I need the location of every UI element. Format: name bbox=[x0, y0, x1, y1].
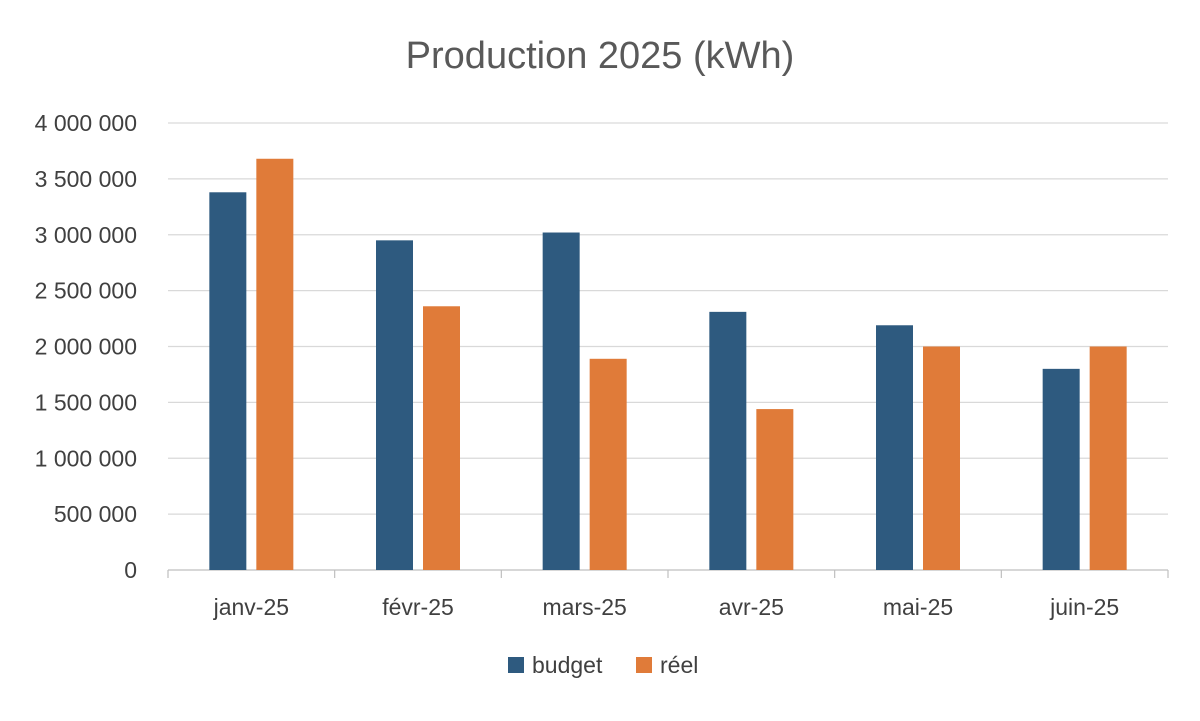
x-tick-label: avr-25 bbox=[719, 594, 784, 620]
bar-budget bbox=[1042, 368, 1080, 570]
legend-label: réel bbox=[660, 652, 698, 678]
y-tick-label: 3 000 000 bbox=[35, 222, 137, 248]
x-tick-label: févr-25 bbox=[382, 594, 454, 620]
y-tick-label: 2 000 000 bbox=[35, 334, 137, 360]
x-tick-label: mai-25 bbox=[883, 594, 953, 620]
y-tick-label: 500 000 bbox=[54, 501, 137, 527]
y-tick-label: 0 bbox=[124, 557, 137, 583]
bar-budget bbox=[209, 192, 247, 570]
x-tick-label: janv-25 bbox=[213, 594, 289, 620]
x-tick-label: mars-25 bbox=[542, 594, 626, 620]
y-tick-label: 2 500 000 bbox=[35, 278, 137, 304]
legend: budget réel bbox=[508, 652, 698, 678]
y-tick-label: 3 500 000 bbox=[35, 166, 137, 192]
legend-label: budget bbox=[532, 652, 603, 678]
y-tick-label: 4 000 000 bbox=[35, 110, 137, 136]
bar-réel bbox=[756, 409, 794, 570]
bar-budget bbox=[376, 240, 413, 570]
x-tick-label: juin-25 bbox=[1049, 594, 1119, 620]
legend-swatch-réel bbox=[636, 657, 652, 673]
chart-title: Production 2025 (kWh) bbox=[406, 35, 795, 77]
gridlines bbox=[168, 122, 1168, 515]
legend-swatch-budget bbox=[508, 657, 524, 673]
bar-budget bbox=[876, 325, 913, 570]
x-axis-tick-labels: janv-25 févr-25 mars-25 avr-25 mai-25 juin-25 bbox=[213, 594, 1120, 620]
bar-réel bbox=[589, 358, 627, 570]
bar-réel bbox=[923, 346, 960, 570]
y-axis-tick-labels: 0 500 000 1 000 000 1 500 000 2 000 000 2 500… bbox=[35, 110, 137, 583]
bar-réel bbox=[256, 158, 294, 570]
bar-budget bbox=[542, 232, 580, 570]
bar-réel bbox=[423, 306, 460, 570]
x-axis bbox=[167, 569, 1169, 578]
y-tick-label: 1 500 000 bbox=[35, 389, 137, 415]
bar-budget bbox=[709, 311, 747, 570]
bar-réel bbox=[1089, 346, 1127, 570]
bars bbox=[209, 158, 1127, 570]
y-tick-label: 1 000 000 bbox=[35, 445, 137, 471]
